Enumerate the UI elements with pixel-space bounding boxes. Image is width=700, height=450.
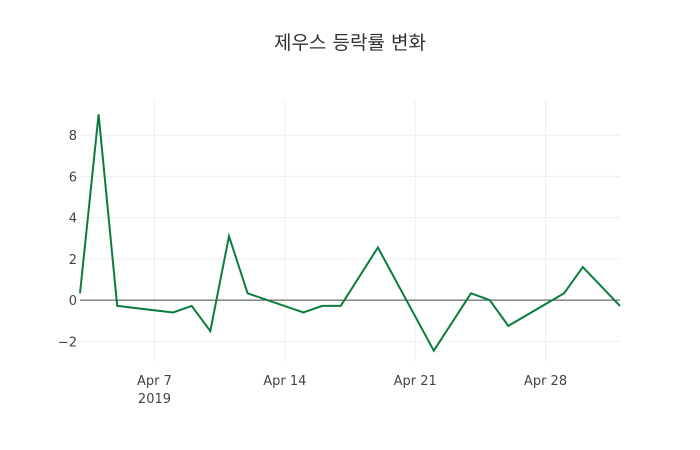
y-tick-label: −2 [58,335,77,350]
chart-title: 제우스 등락률 변화 [274,32,426,54]
x-tick-label: Apr 28 [524,374,567,389]
series-line [79,114,621,353]
gridlines [80,100,620,362]
x-tick-label: Apr 14 [263,374,306,389]
y-tick-label: 0 [69,294,77,309]
y-tick-label: 8 [69,129,77,144]
y-tick-label: 2 [69,253,77,268]
y-tick-label: 4 [69,212,77,227]
x-tick-label: Apr 21 [394,374,437,389]
y-axis-ticks: −2 0 2 4 6 8 [58,129,77,350]
y-tick-label: 6 [69,170,77,185]
data-series [79,114,621,353]
x-axis-ticks: Apr 7 2019 Apr 14 Apr 21 Apr 28 [137,374,567,407]
x-tick-year-label: 2019 [138,392,171,407]
x-tick-label: Apr 7 [137,374,172,389]
